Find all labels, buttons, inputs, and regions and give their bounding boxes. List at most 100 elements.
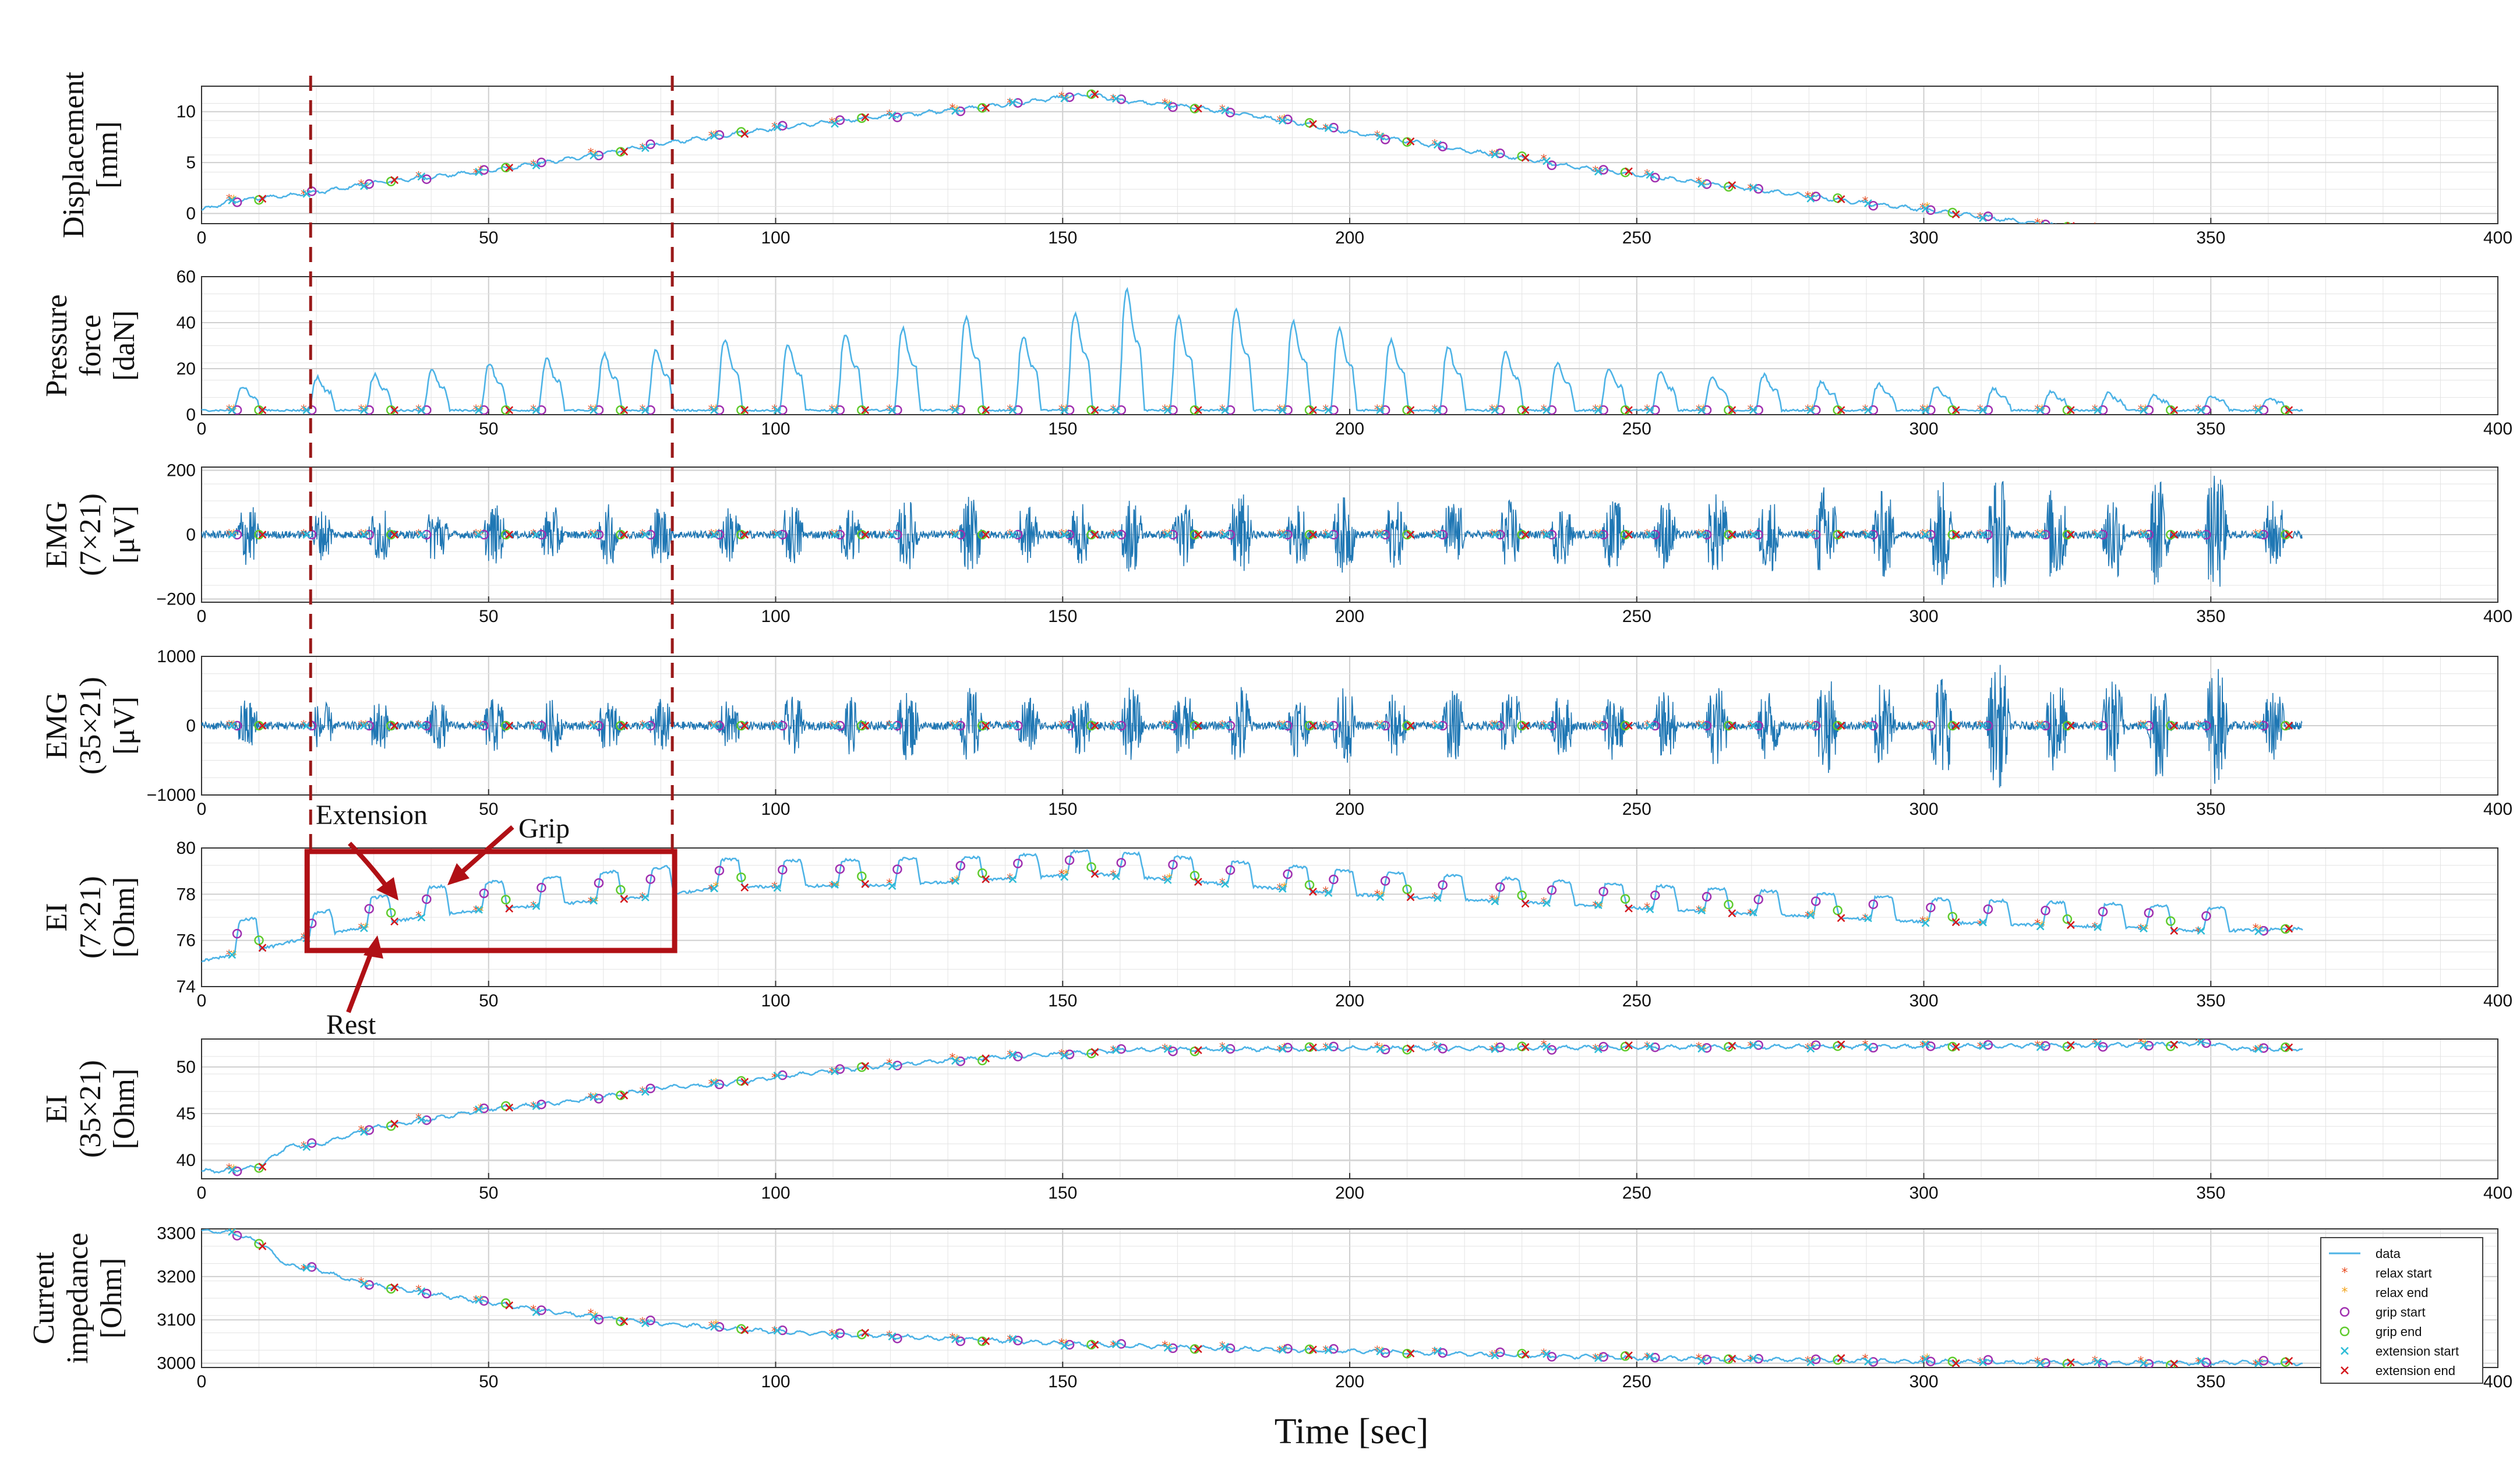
legend-label: relax end bbox=[2376, 1285, 2429, 1300]
relax-start-marker: * bbox=[2253, 719, 2259, 733]
extension-end-marker bbox=[2285, 242, 2292, 249]
relax-start-marker: * bbox=[358, 1275, 364, 1290]
annotation-extension: Extension bbox=[316, 800, 428, 831]
grip-start-marker bbox=[1380, 876, 1390, 886]
panel-3: 0 50 100 150 200 250 300 350 400−2000200EMG(7×21… bbox=[40, 461, 2512, 626]
extension-start-marker bbox=[2140, 232, 2147, 239]
relax-start-marker: * bbox=[708, 528, 715, 542]
extension-end-marker bbox=[505, 1301, 514, 1310]
relax-start-marker: * bbox=[1322, 719, 1329, 733]
extension-start-marker bbox=[2140, 406, 2148, 414]
legend-label: extension end bbox=[2376, 1363, 2455, 1378]
extension-start-marker bbox=[360, 1128, 368, 1136]
grip-start-marker bbox=[1380, 720, 1390, 731]
extension-start-marker bbox=[641, 406, 650, 414]
grip-start-marker bbox=[1810, 405, 1821, 415]
x-tick-label: 250 bbox=[1622, 607, 1651, 626]
relax-start-marker: * bbox=[1431, 137, 1438, 152]
extension-end-marker bbox=[1406, 531, 1415, 539]
relax-start-marker: * bbox=[473, 403, 479, 418]
plot-area: ****************************************… bbox=[202, 665, 2303, 788]
y-tick-label: 1000 bbox=[157, 647, 196, 666]
extension-end-marker bbox=[1625, 167, 1633, 176]
x-tick-label: 250 bbox=[1622, 1183, 1651, 1203]
legend-entry: grip start bbox=[2339, 1305, 2426, 1320]
panel-5: 0 50 100 150 200 250 300 350 400 74 76 78 80 EI(7×21)… bbox=[40, 839, 2512, 1010]
extension-end-marker bbox=[2285, 1043, 2293, 1052]
extension-start-marker bbox=[1594, 722, 1603, 730]
relax-start-marker: * bbox=[2034, 719, 2041, 733]
x-tick-label: 400 bbox=[2483, 1183, 2512, 1203]
relax-start-marker: * bbox=[415, 1112, 422, 1126]
y-tick-label: 5 bbox=[186, 153, 196, 172]
grip-start-marker bbox=[537, 720, 546, 731]
extension-start-marker bbox=[710, 132, 718, 140]
extension-end-marker bbox=[1521, 531, 1530, 539]
extension-start-marker bbox=[1806, 1358, 1815, 1366]
extension-end-marker bbox=[1728, 531, 1737, 539]
extension-end-marker bbox=[1521, 899, 1530, 908]
grip-start-marker bbox=[364, 405, 375, 415]
grip-end-marker bbox=[616, 885, 626, 895]
grip-start-marker bbox=[422, 174, 432, 184]
relax-start-marker: * bbox=[1696, 528, 1702, 542]
relax-start-marker: * bbox=[1431, 719, 1438, 733]
legend: data * relax start * relax end grip start grip… bbox=[2320, 1237, 2483, 1384]
grip-start-marker bbox=[1329, 405, 1339, 415]
grip-start-marker bbox=[955, 861, 966, 871]
extension-start-marker bbox=[1060, 1051, 1069, 1060]
grip-end-marker bbox=[2166, 234, 2175, 242]
relax-start-marker: * bbox=[639, 142, 645, 156]
relax-start-marker: * bbox=[1007, 403, 1013, 418]
x-tick-label: 250 bbox=[1622, 800, 1651, 819]
x-tick-label: 300 bbox=[1909, 991, 1938, 1010]
extension-start-marker bbox=[1433, 722, 1442, 730]
extension-start-marker bbox=[1278, 406, 1287, 414]
extension-end-marker bbox=[1951, 918, 1960, 927]
y-tick-label: 20 bbox=[177, 359, 196, 379]
y-axis-label: EMG(35×21)[μV] bbox=[40, 677, 141, 775]
grip-start-marker bbox=[892, 529, 902, 540]
relax-start-marker: * bbox=[226, 948, 232, 963]
legend-x-icon bbox=[2341, 1366, 2349, 1374]
grip-start-marker bbox=[892, 720, 902, 731]
rest-arrow-icon bbox=[346, 947, 375, 1013]
grip-start-marker bbox=[232, 720, 242, 731]
y-tick-label: 3200 bbox=[157, 1267, 196, 1287]
grip-start-marker bbox=[537, 405, 546, 415]
relax-start-marker: * bbox=[1862, 1038, 1868, 1053]
panel-4: 0 50 100 150 200 250 300 350 400−100001000EMG(35… bbox=[40, 647, 2512, 819]
legend-entry: * relax start bbox=[2342, 1266, 2432, 1281]
extension-end-marker bbox=[2066, 1041, 2075, 1050]
relax-start-marker: * bbox=[1862, 912, 1868, 927]
grip-start-marker bbox=[1753, 405, 1763, 415]
extension-start-marker bbox=[417, 172, 426, 181]
grip-start-marker bbox=[1283, 720, 1293, 731]
grip-start-marker bbox=[714, 865, 725, 876]
relax-start-marker: * bbox=[1489, 1044, 1495, 1058]
extension-start-marker bbox=[951, 406, 959, 414]
relax-start-marker: * bbox=[708, 1077, 715, 1092]
extension-end-marker bbox=[740, 1326, 749, 1334]
grip-end-marker bbox=[2062, 914, 2073, 924]
extension-start-marker bbox=[532, 1102, 541, 1110]
extension-end-marker bbox=[1194, 878, 1202, 886]
extension-start-marker bbox=[1697, 179, 1706, 188]
grip-start-marker bbox=[1753, 529, 1763, 540]
relax-start-marker: * bbox=[473, 528, 479, 542]
x-tick-label: 100 bbox=[761, 228, 790, 248]
extension-end-marker bbox=[1309, 120, 1317, 128]
grip-end-marker bbox=[1724, 899, 1734, 910]
extension-end-marker bbox=[1090, 406, 1099, 414]
extension-start-marker bbox=[1376, 531, 1385, 539]
extension-end-marker bbox=[1951, 722, 1960, 730]
extension-end-marker bbox=[2066, 921, 2075, 930]
extension-start-marker bbox=[532, 1308, 541, 1316]
relax-start-marker: * bbox=[1541, 1038, 1547, 1053]
relax-start-marker: * bbox=[1977, 403, 1983, 418]
relax-start-marker: * bbox=[1110, 403, 1116, 418]
relax-start-marker: * bbox=[708, 403, 715, 418]
extension-start-marker bbox=[1864, 531, 1872, 539]
extension-start-marker bbox=[2254, 722, 2263, 730]
